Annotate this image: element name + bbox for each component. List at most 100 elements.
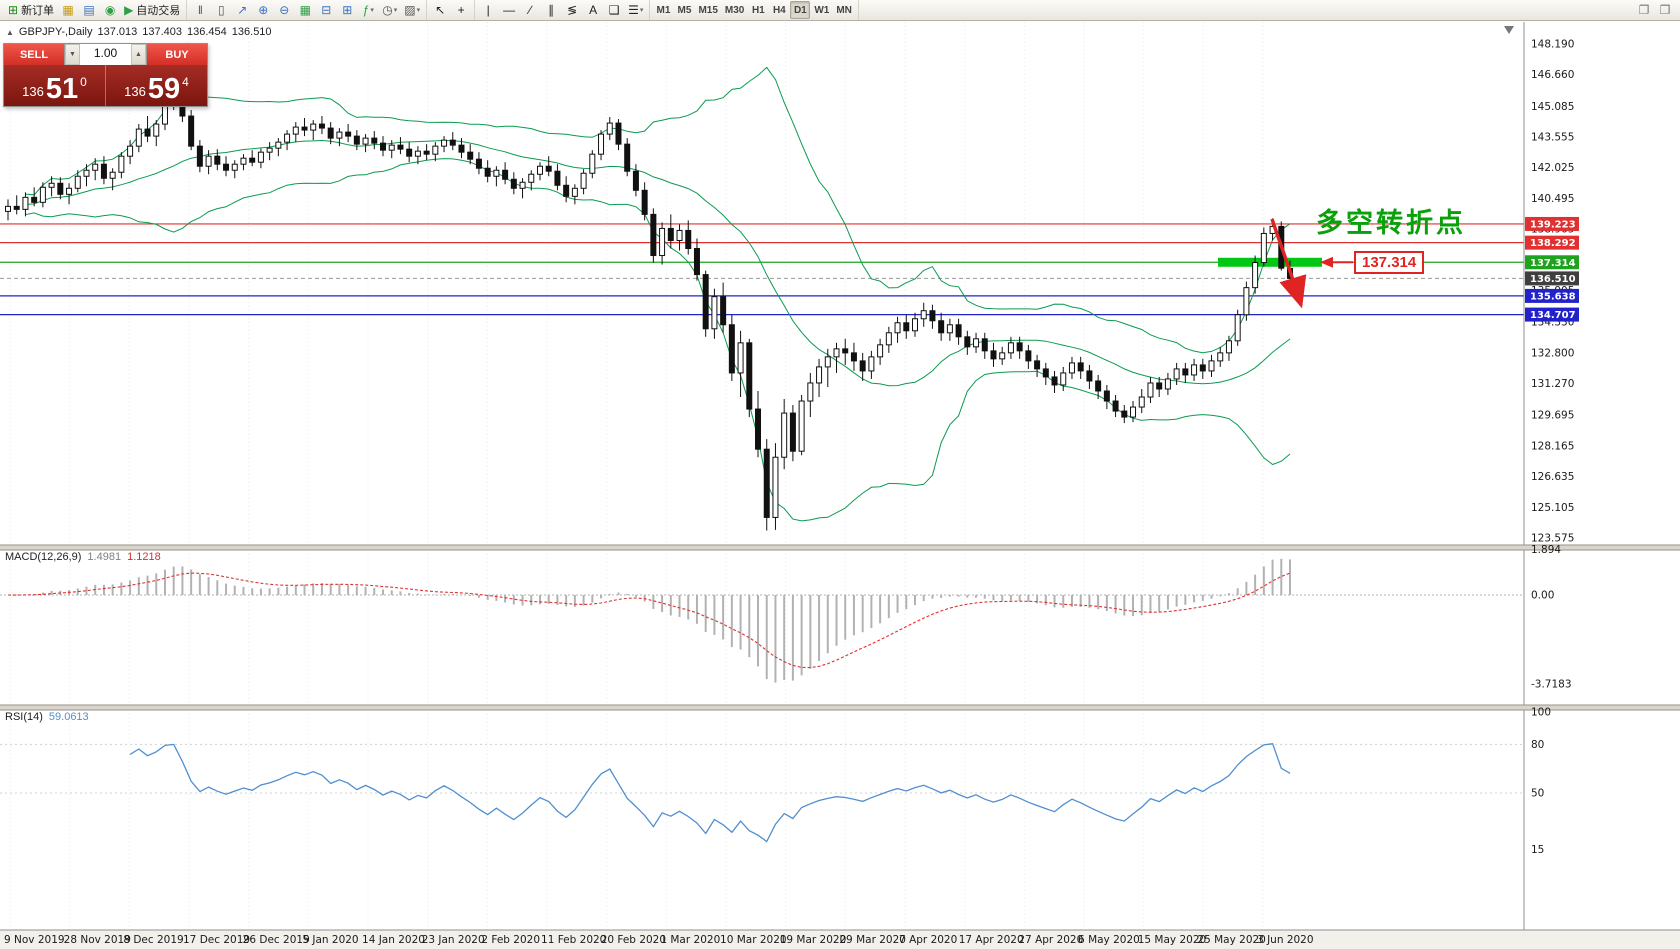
buy-button[interactable]: BUY: [147, 44, 207, 65]
tile-windows-button[interactable]: ▦: [299, 3, 311, 17]
text-button[interactable]: A: [589, 3, 598, 17]
svg-text:17 Apr 2020: 17 Apr 2020: [959, 934, 1024, 946]
svg-text:27 Apr 2020: 27 Apr 2020: [1018, 934, 1083, 946]
svg-text:26 Dec 2019: 26 Dec 2019: [243, 934, 310, 946]
label-button[interactable]: ❑: [608, 3, 620, 17]
toolbar: ⊞ 新订单 ▦ ▤ ◉ ▶ 自动交易 ‖ ▯ ↗ ⊕ ⊖ ▦ ⊟ ⊞ ƒ ▾ ◷ ▾ ▨ ▾ ↖ + | — ∕ ∥ ≶ A ❑ ☰ ▾ M1 M…: [0, 0, 1680, 21]
ohlc-high: 137.403: [142, 26, 183, 38]
zoom-in-button[interactable]: ⊕: [258, 3, 269, 17]
indicators-button[interactable]: ƒ ▾: [362, 3, 374, 17]
svg-text:148.190: 148.190: [1531, 39, 1574, 51]
rsi-value: 59.0613: [48, 711, 89, 723]
timeframe-h1-button[interactable]: H1: [751, 4, 765, 16]
price-callout[interactable]: 137.314: [1354, 251, 1425, 274]
panel-separator-macd[interactable]: [0, 545, 1524, 550]
macd-title: MACD(12,26,9): [5, 551, 82, 563]
svg-text:5 Jan 2020: 5 Jan 2020: [302, 934, 358, 946]
timeframe-w1-button[interactable]: W1: [814, 4, 830, 16]
svg-text:19 Mar 2020: 19 Mar 2020: [780, 934, 847, 946]
buy-price-point: 4: [182, 75, 189, 89]
horizontal-line-button[interactable]: —: [503, 3, 516, 17]
svg-text:7 Apr 2020: 7 Apr 2020: [899, 934, 957, 946]
profiles-button[interactable]: ▤: [83, 3, 95, 17]
svg-text:17 Dec 2019: 17 Dec 2019: [183, 934, 250, 946]
sell-price-pips: 51: [45, 72, 79, 105]
svg-text:15: 15: [1531, 844, 1544, 856]
charts-button[interactable]: ▦: [62, 3, 74, 17]
bar-chart-button[interactable]: ‖: [197, 3, 203, 17]
svg-text:20 Feb 2020: 20 Feb 2020: [601, 934, 666, 946]
one-click-trading-panel: SELL ▼ 1.00 ▲ BUY 136 51 0 136 59 4: [3, 43, 208, 107]
svg-text:3 Jun 2020: 3 Jun 2020: [1257, 934, 1313, 946]
templates-button[interactable]: ▨ ▾: [404, 3, 421, 17]
volume-down-button[interactable]: ▼: [65, 44, 80, 65]
macd-signal-value: 1.1218: [127, 551, 161, 563]
channel-button[interactable]: ∥: [548, 3, 555, 17]
buy-price-whole: 136: [124, 84, 146, 99]
line-chart-button[interactable]: ↗: [237, 3, 248, 17]
svg-text:132.800: 132.800: [1531, 347, 1574, 359]
new-order-button[interactable]: ⊞ 新订单: [8, 3, 55, 17]
one-click-collapse-icon[interactable]: ▲: [6, 27, 14, 37]
zoom-out-button[interactable]: ⊖: [279, 3, 290, 17]
fibonacci-button[interactable]: ≶: [567, 3, 578, 17]
candlestick-chart-button[interactable]: ▯: [217, 3, 225, 17]
svg-text:138.292: 138.292: [1530, 238, 1576, 249]
symbol-period-label: GBPJPY-,Daily: [18, 26, 93, 38]
ohlc-close: 136.510: [231, 26, 272, 38]
macd-value: 1.4981: [87, 551, 122, 563]
periods-button[interactable]: ◷ ▾: [382, 3, 398, 17]
rsi-header: RSI(14) 59.0613: [5, 711, 89, 723]
arrows-button[interactable]: ☰ ▾: [628, 3, 644, 17]
buy-price-pips: 59: [147, 72, 181, 105]
time-scale[interactable]: [0, 930, 1680, 949]
svg-text:23 Jan 2020: 23 Jan 2020: [422, 934, 485, 946]
price-scale[interactable]: [1524, 22, 1680, 930]
svg-text:-3.7183: -3.7183: [1531, 679, 1572, 691]
svg-text:140.495: 140.495: [1531, 193, 1574, 205]
timeframe-m15-button[interactable]: M15: [698, 4, 718, 16]
svg-text:50: 50: [1531, 788, 1544, 800]
timeframe-m5-button[interactable]: M5: [677, 4, 692, 16]
svg-text:128.165: 128.165: [1531, 440, 1574, 452]
timeframe-m30-button[interactable]: M30: [724, 4, 745, 16]
cascade-windows-button[interactable]: ⊞: [342, 3, 353, 17]
sell-button[interactable]: SELL: [4, 44, 64, 65]
refresh-button[interactable]: ◉: [104, 3, 116, 17]
buy-price[interactable]: 136 59 4: [106, 65, 207, 106]
crosshair-button[interactable]: +: [457, 3, 465, 17]
sell-price[interactable]: 136 51 0: [4, 65, 105, 106]
svg-text:25 May 2020: 25 May 2020: [1197, 934, 1265, 946]
timeframe-m1-button[interactable]: M1: [656, 4, 671, 16]
macd-header: MACD(12,26,9) 1.4981 1.1218: [5, 551, 161, 563]
svg-text:80: 80: [1531, 739, 1544, 751]
window-list-button[interactable]: ❒: [1659, 3, 1671, 17]
turning-point-annotation[interactable]: 多空转折点: [1316, 208, 1466, 238]
svg-text:28 Nov 2019: 28 Nov 2019: [64, 934, 131, 946]
vertical-line-button[interactable]: |: [486, 3, 490, 17]
svg-text:29 Mar 2020: 29 Mar 2020: [839, 934, 906, 946]
svg-text:125.105: 125.105: [1531, 502, 1574, 514]
timeframe-d1-button[interactable]: D1: [790, 1, 811, 19]
auto-trading-button[interactable]: ▶ 自动交易: [124, 3, 181, 17]
popup-chart-button[interactable]: ❐: [1638, 3, 1650, 17]
svg-text:6 May 2020: 6 May 2020: [1078, 934, 1140, 946]
panel-separator-rsi[interactable]: [0, 705, 1524, 710]
volume-value[interactable]: 1.00: [93, 46, 118, 60]
timeframe-h4-button[interactable]: H4: [772, 4, 786, 16]
svg-text:139.223: 139.223: [1530, 219, 1576, 230]
svg-text:11 Feb 2020: 11 Feb 2020: [541, 934, 606, 946]
trendline-button[interactable]: ∕: [529, 3, 532, 17]
cursor-button[interactable]: ↖: [435, 3, 446, 17]
svg-text:143.555: 143.555: [1531, 132, 1574, 144]
svg-text:135.638: 135.638: [1530, 291, 1576, 302]
timeframe-mn-button[interactable]: MN: [836, 4, 852, 16]
svg-text:129.695: 129.695: [1531, 410, 1574, 422]
volume-up-button[interactable]: ▲: [131, 44, 146, 65]
arrange-windows-button[interactable]: ⊟: [321, 3, 332, 17]
svg-text:131.270: 131.270: [1531, 378, 1574, 390]
svg-text:0.00: 0.00: [1531, 590, 1554, 602]
svg-text:10 Mar 2020: 10 Mar 2020: [720, 934, 787, 946]
svg-text:134.707: 134.707: [1530, 310, 1576, 321]
